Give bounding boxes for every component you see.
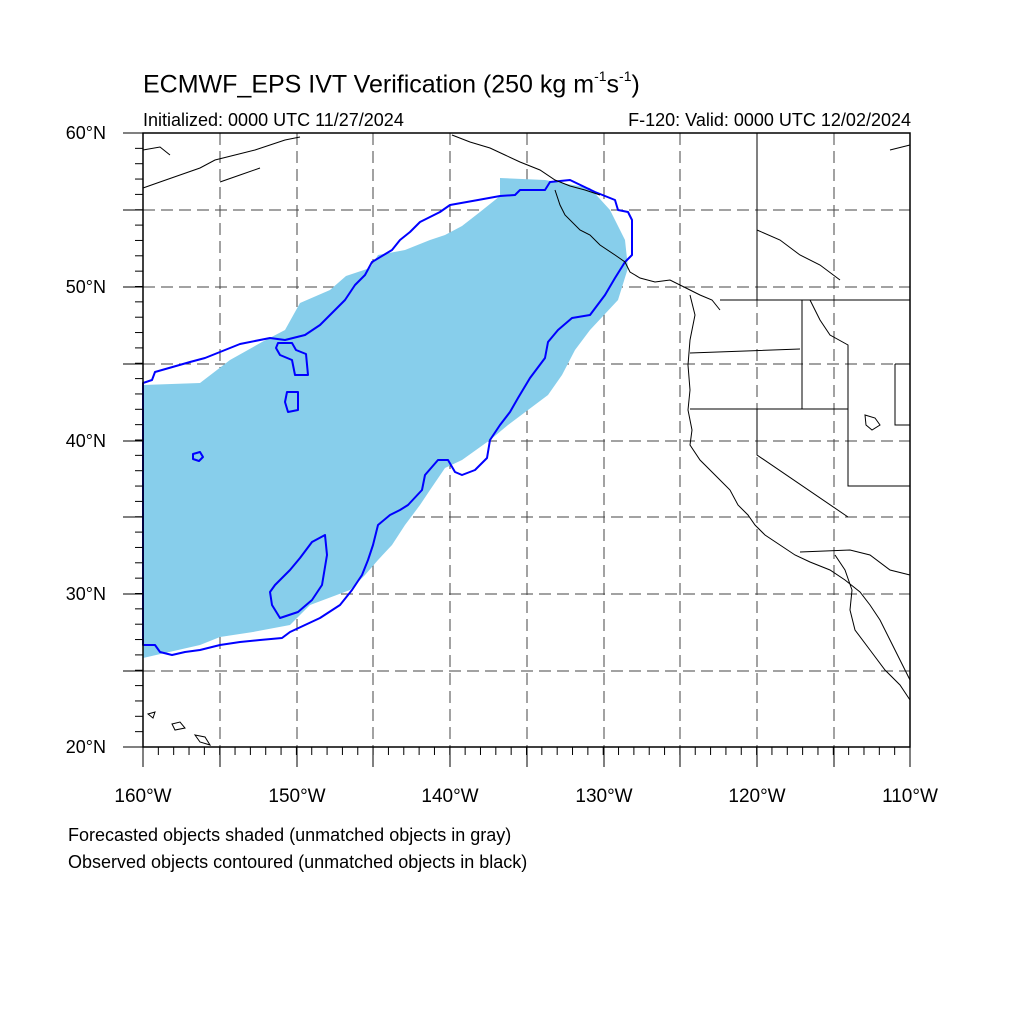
observed-main-contour [142, 179, 633, 656]
observed-south-contour [269, 534, 328, 619]
title-sup2: -1 [619, 68, 632, 84]
minor-tick-marks [135, 132, 911, 755]
coastlines [142, 133, 911, 746]
observed-island-contour-1 [275, 342, 309, 376]
valid-time-label: F-120: Valid: 0000 UTC 12/02/2024 [628, 110, 911, 130]
title-mid: s [606, 70, 620, 99]
forecast-legend-note: Forecasted objects shaded (unmatched obj… [68, 825, 512, 845]
state-borders [689, 133, 910, 518]
title-close: ) [631, 70, 640, 99]
hawaii-islands [146, 711, 212, 746]
lon-label-110w: 110°W [882, 786, 938, 807]
lon-label-160w: 160°W [114, 786, 172, 807]
observed-small-contour [192, 451, 204, 462]
lat-label-60: 60°N [65, 123, 106, 143]
chart-title: ECMWF_EPS IVT Verification (250 kg m-1s-… [143, 68, 640, 99]
canada-us-border [756, 144, 911, 281]
us-west-coast [687, 294, 911, 701]
observed-island-contour-2 [284, 391, 299, 413]
lon-label-120w: 120°W [728, 786, 786, 807]
title-main: ECMWF_EPS IVT Verification (250 kg m [143, 70, 595, 99]
bc-coast [554, 189, 721, 311]
lon-label-140w: 140°W [421, 786, 479, 807]
mexico-border [799, 549, 911, 576]
lat-label-50: 50°N [65, 277, 106, 297]
lat-label-40: 40°N [65, 431, 106, 451]
lon-label-150w: 150°W [268, 786, 326, 807]
init-time-label: Initialized: 0000 UTC 11/27/2024 [143, 110, 404, 130]
lat-label-30: 30°N [65, 584, 106, 604]
observed-object-contours [142, 179, 633, 656]
alaska-coast [142, 134, 601, 196]
lat-label-20: 20°N [65, 737, 106, 757]
title-sup1: -1 [594, 68, 607, 84]
observed-legend-note: Observed objects contoured (unmatched ob… [68, 852, 528, 872]
great-salt-lake [864, 414, 881, 431]
forecast-object-shaded [143, 178, 628, 658]
lon-label-130w: 130°W [575, 786, 633, 807]
